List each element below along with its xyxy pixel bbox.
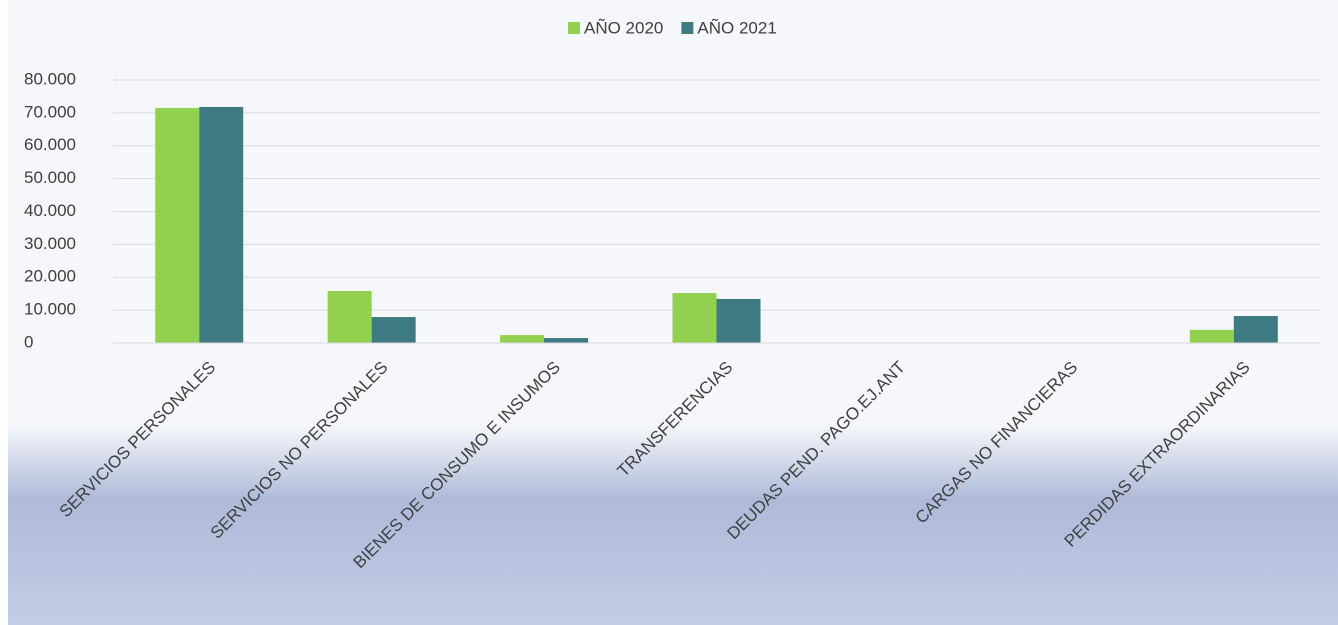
bar xyxy=(716,298,761,343)
bar xyxy=(544,338,589,343)
bar xyxy=(672,293,717,343)
y-tick-label: 0 xyxy=(24,332,33,351)
bar xyxy=(1233,316,1278,343)
legend-label: AÑO 2020 xyxy=(584,18,663,37)
bar xyxy=(500,335,545,343)
y-tick-label: 70.000 xyxy=(24,102,76,121)
y-tick-label: 60.000 xyxy=(24,135,76,154)
bar xyxy=(155,107,200,343)
y-tick-label: 30.000 xyxy=(24,234,76,253)
legend-label: AÑO 2021 xyxy=(697,18,776,37)
y-tick-label: 50.000 xyxy=(24,168,76,187)
y-tick-label: 80.000 xyxy=(24,69,76,88)
bar xyxy=(199,106,244,344)
bar xyxy=(1189,329,1234,343)
legend-swatch xyxy=(681,22,694,34)
y-tick-label: 40.000 xyxy=(24,201,76,220)
y-tick-label: 10.000 xyxy=(24,300,76,319)
y-tick-label: 20.000 xyxy=(24,267,76,286)
bar xyxy=(327,291,372,343)
legend-swatch xyxy=(568,22,580,34)
bar xyxy=(371,317,416,343)
